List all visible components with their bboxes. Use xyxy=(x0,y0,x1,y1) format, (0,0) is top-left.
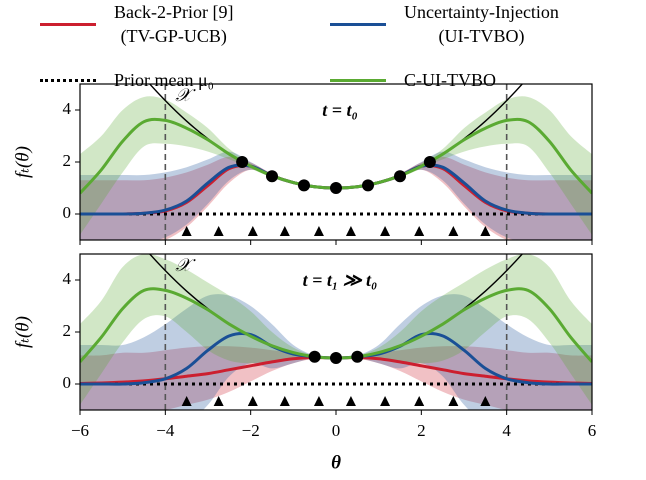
legend-item: Back-2-Prior [9] (TV-GP-UCB) xyxy=(40,0,233,48)
x-tick-label: −2 xyxy=(242,421,260,440)
confidence-band xyxy=(80,151,592,240)
query-marker xyxy=(480,226,491,236)
confidence-band xyxy=(80,254,592,405)
query-marker xyxy=(279,396,290,406)
query-marker xyxy=(414,396,425,406)
x-tick-label: 0 xyxy=(332,421,341,440)
query-marker xyxy=(181,396,192,406)
query-marker xyxy=(313,396,324,406)
confidence-band xyxy=(80,294,592,410)
query-marker xyxy=(247,226,258,236)
query-marker xyxy=(213,226,224,236)
query-marker xyxy=(414,226,425,236)
observation xyxy=(330,182,342,194)
legend-item: Uncertainty-Injection (UI-TVBO) xyxy=(330,0,559,48)
observation xyxy=(298,179,310,192)
y-tick-label: 0 xyxy=(63,373,72,392)
observation xyxy=(423,156,436,168)
query-marker xyxy=(213,396,224,406)
query-marker xyxy=(345,226,356,236)
observation xyxy=(330,352,342,364)
y-tick-label: 2 xyxy=(63,321,72,340)
legend-label: Uncertainty-Injection (UI-TVBO) xyxy=(404,2,559,46)
y-tick-label: 0 xyxy=(63,203,72,222)
x-tick-label: 2 xyxy=(417,421,426,440)
confidence-band xyxy=(80,346,592,410)
query-marker xyxy=(448,226,459,236)
annotation: t = t₁ ≫ t₀ xyxy=(303,270,378,290)
legend-label: C-UI-TVBO xyxy=(404,70,496,90)
y-tick-label: 4 xyxy=(63,269,72,288)
observation xyxy=(266,170,278,183)
legend-item: C-UI-TVBO xyxy=(330,68,496,92)
legend-swatch xyxy=(330,22,386,26)
query-marker xyxy=(380,226,391,236)
legend-item: Prior mean μ₀ xyxy=(40,68,214,92)
x-tick-label: −6 xyxy=(71,421,89,440)
query-marker xyxy=(313,226,324,236)
legend-swatch xyxy=(330,78,386,82)
confidence-band xyxy=(80,96,592,235)
query-marker xyxy=(279,226,290,236)
plot-area xyxy=(80,84,592,240)
confidence-band xyxy=(80,156,592,240)
observation xyxy=(394,170,406,183)
observation xyxy=(362,179,374,192)
legend-label: Back-2-Prior [9] (TV-GP-UCB) xyxy=(114,2,234,46)
legend-swatch xyxy=(40,78,96,82)
y-axis-label: fₜ(θ) xyxy=(12,316,33,348)
observation xyxy=(351,350,364,363)
query-marker xyxy=(247,396,258,406)
query-marker xyxy=(448,396,459,406)
observation xyxy=(308,350,321,363)
x-axis-label: θ xyxy=(331,452,341,473)
x-tick-label: 6 xyxy=(588,421,597,440)
y-tick-label: 2 xyxy=(63,151,72,170)
legend-swatch xyxy=(40,22,96,26)
query-marker xyxy=(380,396,391,406)
region-label: 𝒳 xyxy=(175,255,196,275)
plot-area xyxy=(80,254,592,410)
x-tick-label: 4 xyxy=(502,421,511,440)
y-tick-label: 4 xyxy=(63,99,72,118)
query-marker xyxy=(480,396,491,406)
legend-label: Prior mean μ₀ xyxy=(114,70,214,90)
query-marker xyxy=(345,396,356,406)
x-tick-label: −4 xyxy=(156,421,175,440)
annotation: t = t₀ xyxy=(322,100,358,120)
y-axis-label: fₜ(θ) xyxy=(12,146,33,178)
query-marker xyxy=(181,226,192,236)
observation xyxy=(236,156,249,168)
